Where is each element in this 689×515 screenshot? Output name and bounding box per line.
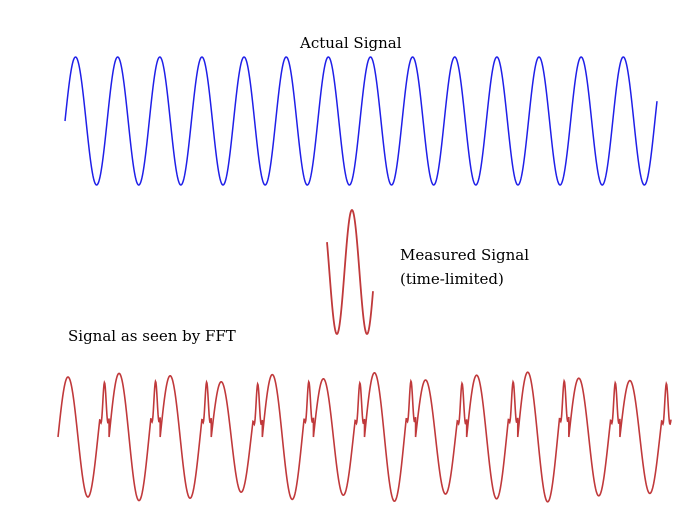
measured-signal-sublabel: (time-limited)	[400, 270, 504, 288]
fft-signal-wave	[57, 371, 672, 503]
fft-signal-label: Signal as seen by FFT	[68, 327, 236, 345]
measured-signal-wave	[326, 209, 374, 335]
actual-signal-label: Actual Signal	[300, 34, 402, 52]
measured-signal-label: Measured Signal	[400, 246, 530, 264]
actual-signal-wave	[64, 56, 658, 186]
